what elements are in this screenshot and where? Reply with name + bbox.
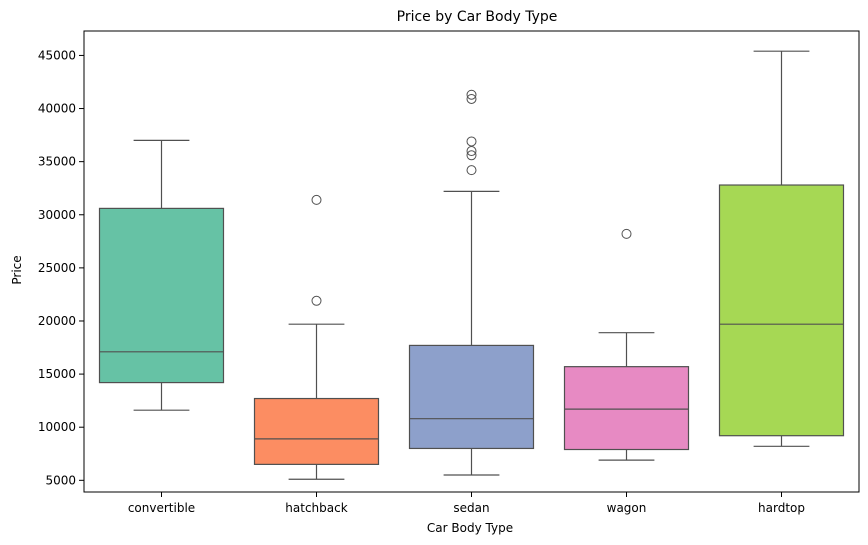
box-sedan (408, 344, 535, 450)
outlier-point (466, 136, 477, 147)
box-wagon (563, 366, 690, 451)
x-tick-label-hardtop: hardtop (758, 501, 805, 515)
box-convertible (98, 207, 225, 384)
plot-frame (83, 30, 860, 493)
outlier-point (466, 146, 477, 157)
y-tick-label: 45000 (38, 48, 76, 62)
box-hatchback (253, 397, 380, 465)
y-tick-label: 15000 (38, 367, 76, 381)
x-axis-title: Car Body Type (427, 521, 513, 535)
plot-area: 5000 10000 15000 20000 25000 30000 35000 40000 4… (38, 30, 860, 515)
outlier-point (621, 228, 632, 239)
outlier-point (466, 93, 477, 104)
outlier-point (466, 89, 477, 100)
x-tick-label-convertible: convertible (128, 501, 195, 515)
y-tick-label: 40000 (38, 102, 76, 116)
y-tick-label: 30000 (38, 208, 76, 222)
y-axis-title: Price (10, 255, 24, 284)
outlier-point (311, 194, 322, 205)
y-tick-label: 5000 (45, 473, 76, 487)
x-tick-label-sedan: sedan (453, 501, 489, 515)
chart-title: Price by Car Body Type (397, 9, 558, 25)
outlier-point (311, 295, 322, 306)
x-tick-label-hatchback: hatchback (285, 501, 347, 515)
outlier-point (466, 165, 477, 176)
outlier-point (466, 150, 477, 161)
y-tick-label: 10000 (38, 420, 76, 434)
y-tick-label: 20000 (38, 314, 76, 328)
x-tick-label-wagon: wagon (607, 501, 647, 515)
box-hardtop (718, 184, 845, 437)
y-tick-label: 35000 (38, 155, 76, 169)
y-tick-label: 25000 (38, 261, 76, 275)
